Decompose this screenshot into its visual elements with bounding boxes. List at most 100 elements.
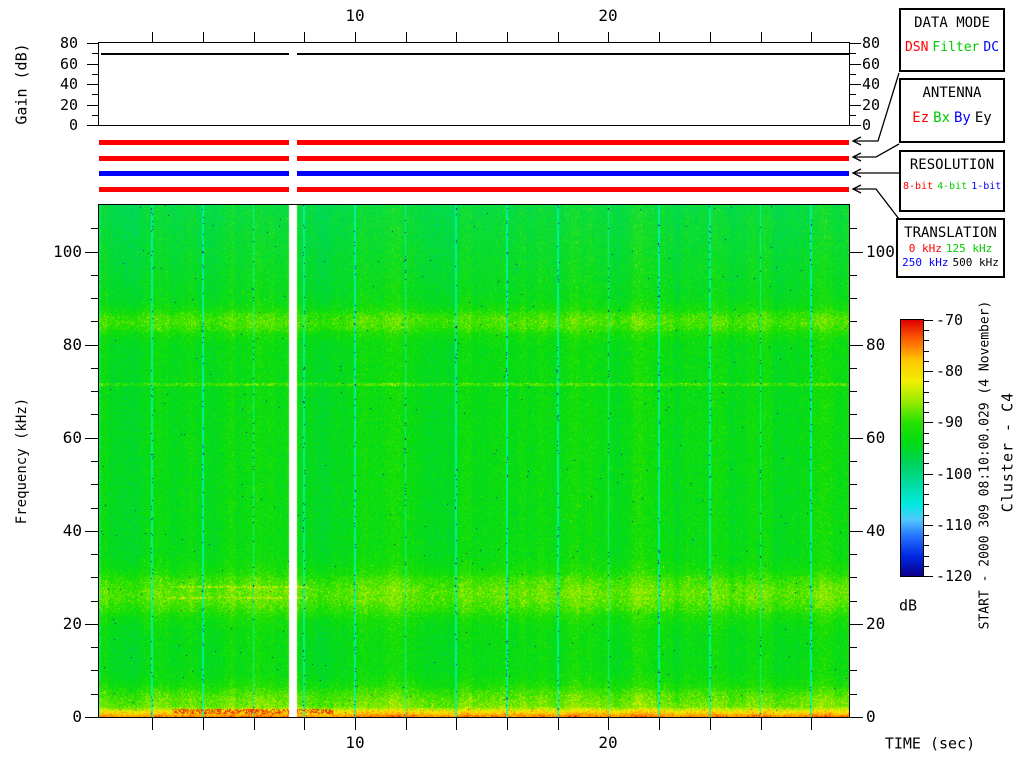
axis-tick: [87, 43, 99, 44]
axis-tick: [849, 554, 857, 555]
axis-tick: [849, 531, 863, 532]
colorbar-unit-label: dB: [898, 596, 918, 615]
tick-label: 10: [345, 6, 365, 25]
axis-tick: [924, 320, 933, 321]
axis-tick: [203, 32, 204, 43]
axis-tick: [91, 368, 99, 369]
tick-label: 40: [59, 75, 78, 93]
axis-tick: [924, 443, 929, 444]
tick-label: -100: [936, 465, 973, 483]
axis-tick: [924, 463, 929, 464]
axis-tick: [85, 345, 99, 346]
tick-label: 0: [866, 707, 876, 726]
axis-tick: [507, 718, 508, 730]
axis-tick: [91, 670, 99, 671]
data-mode-bar: [297, 140, 849, 145]
tick-label: 0: [862, 116, 872, 134]
translation-box: TRANSLATION 0 kHz 125 kHz 250 kHz 500 kHz: [896, 218, 1005, 278]
tick-label: 80: [862, 34, 881, 52]
axis-tick: [92, 53, 99, 54]
legend-item-ez: Ez: [912, 110, 930, 127]
axis-tick: [924, 535, 929, 536]
axis-tick: [558, 718, 559, 730]
legend-box-title: TRANSLATION: [904, 225, 997, 241]
axis-tick: [924, 545, 929, 546]
legend-box-title: ANTENNA: [922, 85, 982, 101]
axis-tick: [87, 84, 99, 85]
spacecraft-annotation: Cluster - C4: [998, 391, 1017, 513]
tick-label: 100: [866, 242, 895, 261]
tick-label: 20: [598, 733, 618, 752]
axis-tick: [849, 105, 861, 106]
legend-item-dsn: DSN: [904, 40, 929, 56]
axis-tick: [849, 275, 857, 276]
axis-tick: [91, 461, 99, 462]
legend-item-by: By: [954, 110, 971, 127]
axis-tick: [406, 718, 407, 730]
axis-tick: [91, 601, 99, 602]
colorbar: [901, 320, 923, 576]
tick-label: 80: [866, 335, 886, 354]
legend-item-filter: Filter: [932, 40, 980, 56]
axis-tick: [91, 647, 99, 648]
start-time-annotation: START - 2000 309 08:10:00.029 (4 Novembe…: [977, 300, 993, 630]
tick-label: -120: [936, 567, 973, 585]
axis-tick: [91, 228, 99, 229]
axis-tick: [849, 94, 856, 95]
tick-label: -110: [936, 516, 973, 534]
axis-tick: [304, 32, 305, 43]
axis-tick: [849, 115, 856, 116]
tick-label: 40: [62, 521, 82, 540]
resolution-bar: [297, 171, 849, 176]
antenna-arrow: [851, 143, 900, 162]
axis-tick: [659, 32, 660, 43]
tick-label: 10: [345, 733, 365, 752]
axis-tick: [456, 32, 457, 43]
freq-axis-label: Frequency (kHz): [14, 397, 30, 525]
axis-tick: [849, 670, 857, 671]
axis-tick: [608, 718, 609, 730]
axis-tick: [710, 718, 711, 730]
data-mode-bar: [99, 140, 289, 145]
axis-tick: [811, 32, 812, 43]
axis-tick: [924, 525, 933, 526]
tick-label: 40: [862, 75, 881, 93]
tick-label: 100: [53, 242, 82, 261]
axis-tick: [91, 275, 99, 276]
axis-tick: [92, 115, 99, 116]
legend-item-0-khz: 0 kHz: [908, 242, 942, 256]
axis-tick: [85, 438, 99, 439]
tick-label: 20: [62, 614, 82, 633]
resolution-bar: [99, 171, 289, 176]
axis-tick: [254, 32, 255, 43]
axis-tick: [761, 32, 762, 43]
axis-tick: [924, 351, 929, 352]
axis-tick: [91, 414, 99, 415]
gain-plot-frame: [98, 42, 850, 126]
axis-tick: [849, 43, 861, 44]
axis-tick: [849, 694, 857, 695]
axis-tick: [85, 717, 99, 718]
axis-tick: [849, 228, 857, 229]
axis-tick: [849, 717, 863, 718]
axis-tick: [924, 340, 929, 341]
translation-arrow: [851, 184, 900, 220]
axis-tick: [849, 624, 863, 625]
axis-tick: [924, 422, 933, 423]
tick-label: 40: [866, 521, 886, 540]
axis-tick: [85, 531, 99, 532]
legend-box-values: 250 kHz 500 kHz: [898, 257, 1003, 269]
gain-axis-label: Gain (dB): [12, 43, 31, 125]
axis-tick: [456, 718, 457, 730]
axis-tick: [849, 64, 861, 65]
axis-tick: [406, 32, 407, 43]
axis-tick: [761, 718, 762, 730]
axis-tick: [92, 74, 99, 75]
axis-tick: [849, 391, 857, 392]
axis-tick: [203, 718, 204, 730]
axis-tick: [811, 718, 812, 730]
tick-label: 20: [862, 96, 881, 114]
axis-tick: [91, 484, 99, 485]
legend-item-1-bit: 1-bit: [971, 181, 1002, 193]
legend-box-values: 0 kHz 125 kHz: [898, 243, 1003, 255]
